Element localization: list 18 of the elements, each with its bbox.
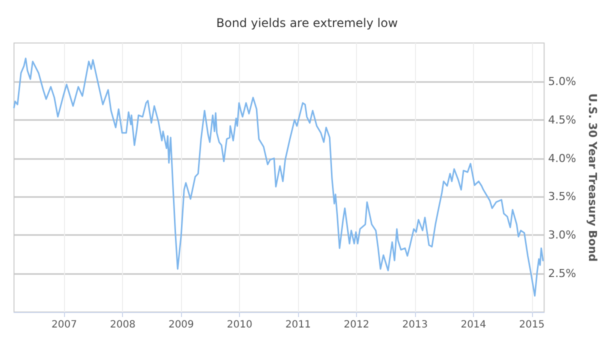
y-tick-label: 3.5% <box>548 190 576 204</box>
x-tick-label: 2014 <box>460 320 486 330</box>
x-tick-label: 2007 <box>52 320 77 330</box>
line-series <box>13 58 544 297</box>
y-axis-title: U.S. 30 Year Treasury Bond <box>586 93 599 262</box>
x-tick-label: 2010 <box>226 320 252 330</box>
y-tick-label: 5.0% <box>548 74 576 88</box>
y-tick-label: 4.5% <box>548 113 576 126</box>
y-tick-label: 2.5% <box>548 267 576 280</box>
y-tick-label: 3.0% <box>548 228 576 242</box>
x-tick-label: 2015 <box>519 320 545 330</box>
x-tick-label: 2008 <box>110 320 136 330</box>
x-tick-label: 2011 <box>285 320 311 330</box>
y-tick-label: 4.0% <box>548 152 576 165</box>
x-tick-label: 2009 <box>168 320 194 330</box>
x-tick-label: 2013 <box>402 320 428 330</box>
chart-title: Bond yields are extremely low <box>216 16 398 30</box>
x-tick-label: 2012 <box>344 320 370 330</box>
